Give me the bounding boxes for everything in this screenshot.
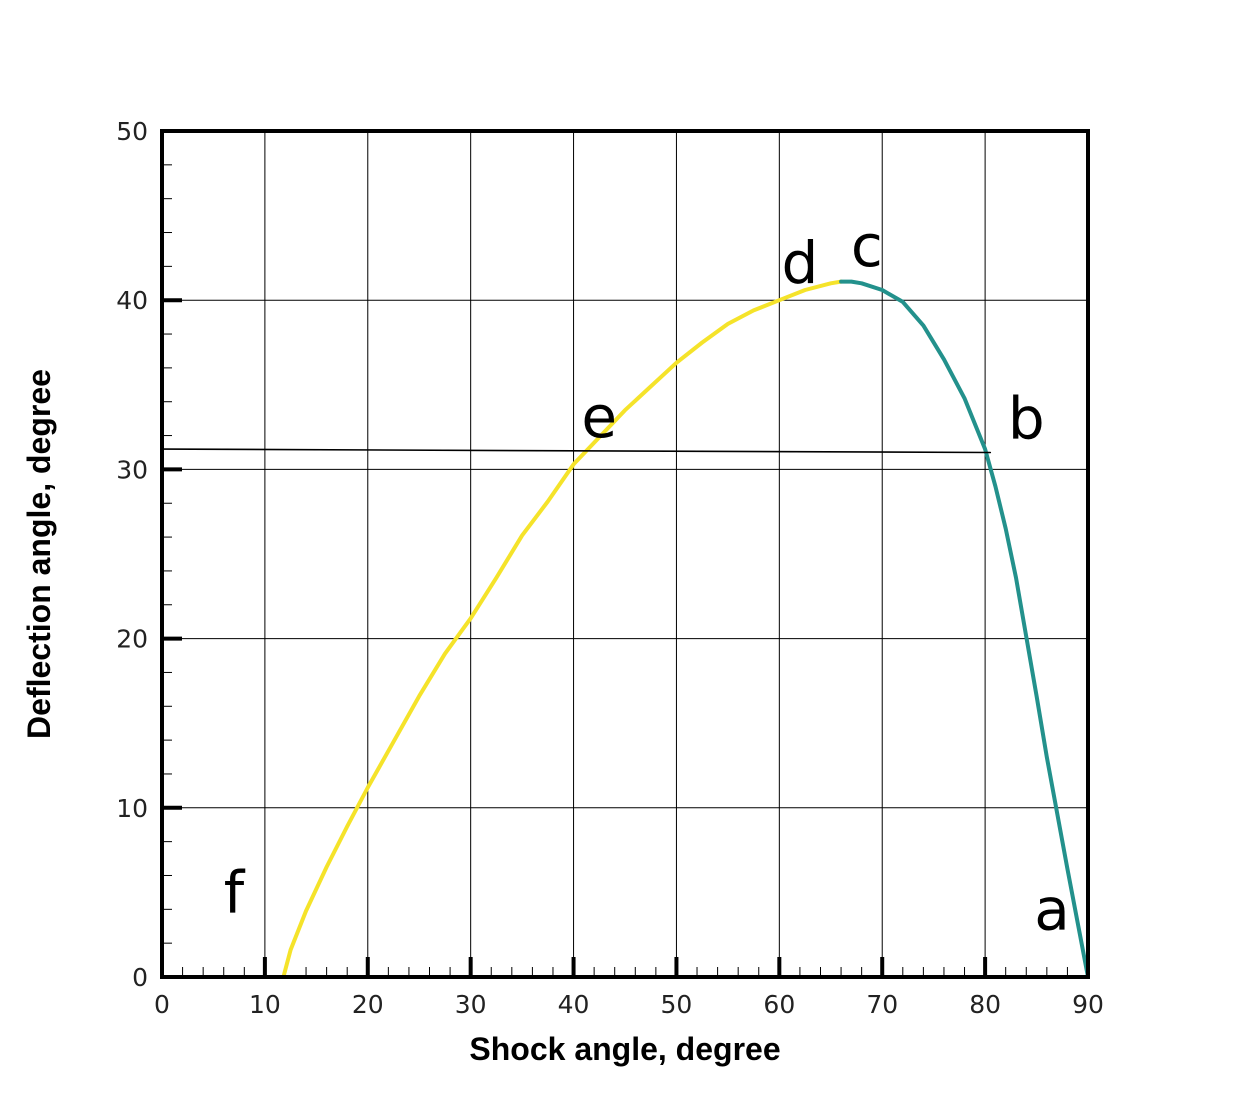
x-axis-title: Shock angle, degree — [469, 1031, 780, 1067]
y-tick-label: 30 — [116, 455, 148, 484]
x-tick-label: 60 — [763, 990, 795, 1019]
point-label-b: b — [1008, 385, 1045, 453]
tick-labels: 0 10 20 30 40 50 60 70 80 90 0 10 20 30 40 50 — [116, 117, 1104, 1019]
x-tick-label: 30 — [455, 990, 487, 1019]
grid — [162, 131, 1088, 977]
deflection-level-line — [161, 448, 992, 454]
x-tick-label: 10 — [249, 990, 281, 1019]
x-tick-label: 70 — [866, 990, 898, 1019]
x-tick-label: 90 — [1072, 990, 1104, 1019]
plot-frame — [160, 129, 1090, 979]
y-tick-label: 20 — [116, 625, 148, 654]
y-tick-label: 40 — [116, 286, 148, 315]
y-tick-label: 50 — [116, 117, 148, 146]
axis-ticks — [160, 129, 1090, 979]
x-tick-label: 80 — [969, 990, 1001, 1019]
point-label-c: c — [851, 212, 883, 280]
x-tick-label: 40 — [558, 990, 590, 1019]
y-tick-label: 0 — [132, 963, 148, 992]
point-label-f: f — [224, 858, 246, 926]
point-label-a: a — [1034, 875, 1070, 943]
point-label-e: e — [581, 383, 617, 451]
x-tick-label: 0 — [154, 990, 170, 1019]
point-annotations: a b cd e f — [224, 212, 1070, 943]
x-tick-label: 20 — [352, 990, 384, 1019]
strong-shock-curve — [839, 279, 1090, 979]
weak-shock-curve — [281, 279, 844, 979]
y-tick-label: 10 — [116, 794, 148, 823]
point-label-d: d — [781, 229, 818, 297]
y-axis-title: Deflection angle, degree — [21, 369, 57, 739]
x-tick-label: 50 — [661, 990, 693, 1019]
series-lines — [161, 279, 1090, 979]
